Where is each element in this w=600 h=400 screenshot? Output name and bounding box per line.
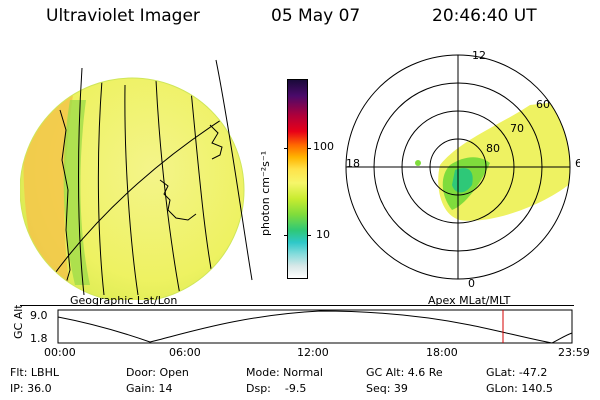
status-glat: GLat: -47.2 [486, 366, 548, 379]
altitude-ytick-bottom: 1.8 [30, 332, 48, 345]
status-seq: Seq: 39 [366, 382, 408, 395]
colorbar-tick-100: 100 [313, 140, 334, 153]
mlt-label-12: 12 [472, 49, 486, 62]
instrument-title: Ultraviolet Imager [46, 6, 200, 26]
altitude-xtick-0: 00:00 [44, 346, 76, 359]
altitude-panel: GC Alt 9.0 1.8 00:00 06:00 12:00 18:00 2… [12, 305, 590, 359]
mlt-label-18: 18 [346, 157, 360, 170]
status-door: Door: Open [126, 366, 189, 379]
lat-label-70: 70 [510, 122, 524, 135]
status-ip: IP: 36.0 [10, 382, 52, 395]
lat-label-60: 60 [536, 98, 550, 111]
panel-separator [20, 305, 574, 306]
colorbar [284, 79, 311, 279]
altitude-xtick-2: 12:00 [297, 346, 329, 359]
altitude-xtick-3: 18:00 [426, 346, 458, 359]
right-caption: Apex MLat/MLT [428, 294, 511, 307]
status-glon: GLon: 140.5 [486, 382, 553, 395]
status-mode: Mode: Normal [246, 366, 323, 379]
status-dsp: Dsp: -9.5 [246, 382, 307, 395]
header-time: 20:46:40 UT [432, 6, 537, 26]
altitude-xtick-1: 06:00 [169, 346, 201, 359]
status-gain: Gain: 14 [126, 382, 173, 395]
header-date: 05 May 07 [271, 6, 361, 26]
altitude-ylabel: GC Alt [12, 305, 25, 339]
colorbar-tick-10: 10 [316, 228, 330, 241]
left-caption: Geographic Lat/Lon [70, 294, 178, 307]
altitude-xtick-4: 23:59 [558, 346, 590, 359]
colorbar-unit-label: photon cm⁻²s⁻¹ [259, 150, 272, 236]
polar-plot: 12 18 6 0 60 70 80 [345, 49, 580, 290]
status-gc-alt: GC Alt: 4.6 Re [366, 366, 443, 379]
altitude-ytick-top: 9.0 [30, 309, 48, 322]
status-flt: Flt: LBHL [10, 366, 59, 379]
lat-label-80: 80 [486, 142, 500, 155]
geographic-image [20, 59, 253, 300]
mlt-label-6: 6 [575, 157, 580, 170]
mlt-label-0: 0 [468, 277, 475, 290]
